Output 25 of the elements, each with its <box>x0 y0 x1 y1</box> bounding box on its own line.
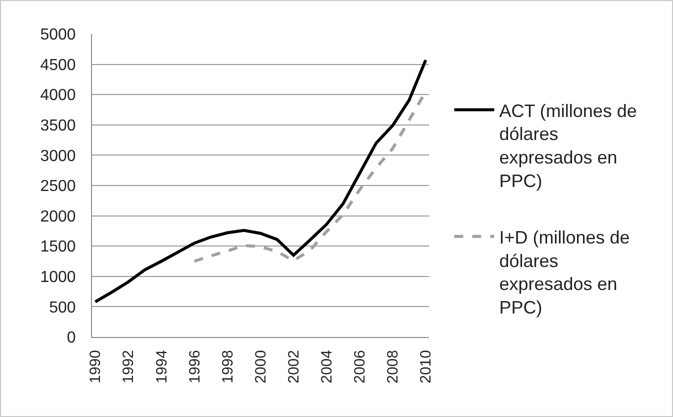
y-tick-label: 2000 <box>40 208 76 226</box>
y-tick-label: 0 <box>66 330 76 347</box>
x-tick-label: 2002 <box>285 350 302 384</box>
y-tick-label: 4000 <box>40 87 76 104</box>
x-tick-label: 2010 <box>418 350 435 384</box>
y-tick-label: 4500 <box>40 56 76 74</box>
x-tick-label: 2004 <box>318 350 336 384</box>
y-tick-label: 2500 <box>40 178 76 196</box>
x-tick-label: 1990 <box>87 350 104 384</box>
x-tick-label: 2000 <box>252 350 270 384</box>
y-tick-label: 500 <box>49 299 76 316</box>
y-tick-label: 1000 <box>40 269 76 286</box>
legend-label: ACT (millones de dólares expresados en PPC) <box>499 100 637 191</box>
y-tick-label: 5000 <box>40 26 76 44</box>
x-tick-label: 1994 <box>153 350 170 384</box>
y-tick-label: 3500 <box>40 118 76 134</box>
x-tick-label: 1992 <box>120 350 138 384</box>
x-tick-label: 2006 <box>351 350 368 384</box>
y-tick-label: 3000 <box>40 148 76 165</box>
x-tick-label: 1998 <box>219 350 236 384</box>
line-series <box>94 58 428 304</box>
x-tick-label: 1996 <box>186 350 204 384</box>
legend-label: I+D (millones de dólares expresados en PPC) <box>499 227 630 318</box>
x-tick-label: 2008 <box>384 350 402 384</box>
y-tick-label: 1500 <box>40 238 76 256</box>
